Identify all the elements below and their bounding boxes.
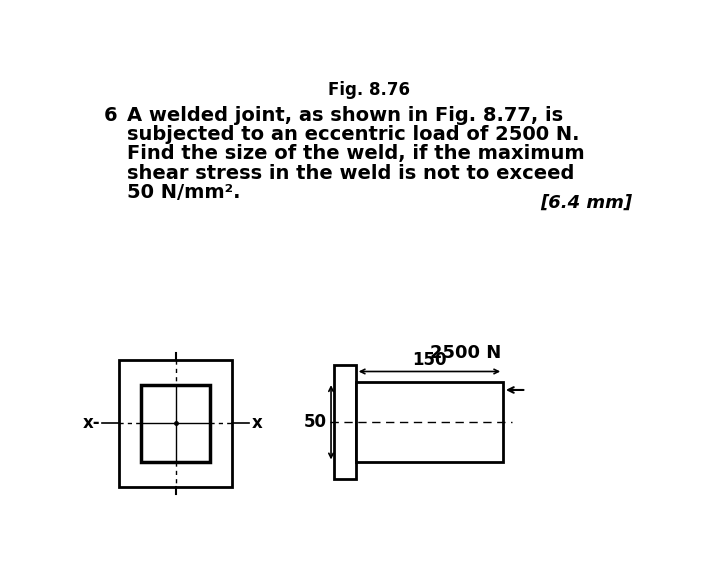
Text: Fig. 8.76: Fig. 8.76 (328, 81, 410, 99)
Bar (141, 385, 210, 462)
Text: x: x (252, 414, 263, 432)
Text: 50: 50 (303, 413, 326, 431)
Text: [6.4 mm]: [6.4 mm] (541, 193, 632, 212)
Text: shear stress in the weld is not to exceed: shear stress in the weld is not to excee… (127, 164, 575, 183)
Text: 150: 150 (412, 351, 446, 369)
Text: subjected to an eccentric load of 2500 N.: subjected to an eccentric load of 2500 N… (127, 125, 580, 144)
Bar (356, 382, 503, 462)
Text: x-: x- (84, 414, 101, 432)
Text: Find the size of the weld, if the maximum: Find the size of the weld, if the maximu… (127, 144, 585, 164)
Text: 2500 N: 2500 N (431, 344, 502, 362)
Text: 6: 6 (104, 106, 117, 125)
Text: 50 N/mm².: 50 N/mm². (127, 183, 240, 202)
Bar (334, 365, 356, 479)
Bar (120, 360, 232, 487)
Text: A welded joint, as shown in Fig. 8.77, is: A welded joint, as shown in Fig. 8.77, i… (127, 106, 563, 125)
